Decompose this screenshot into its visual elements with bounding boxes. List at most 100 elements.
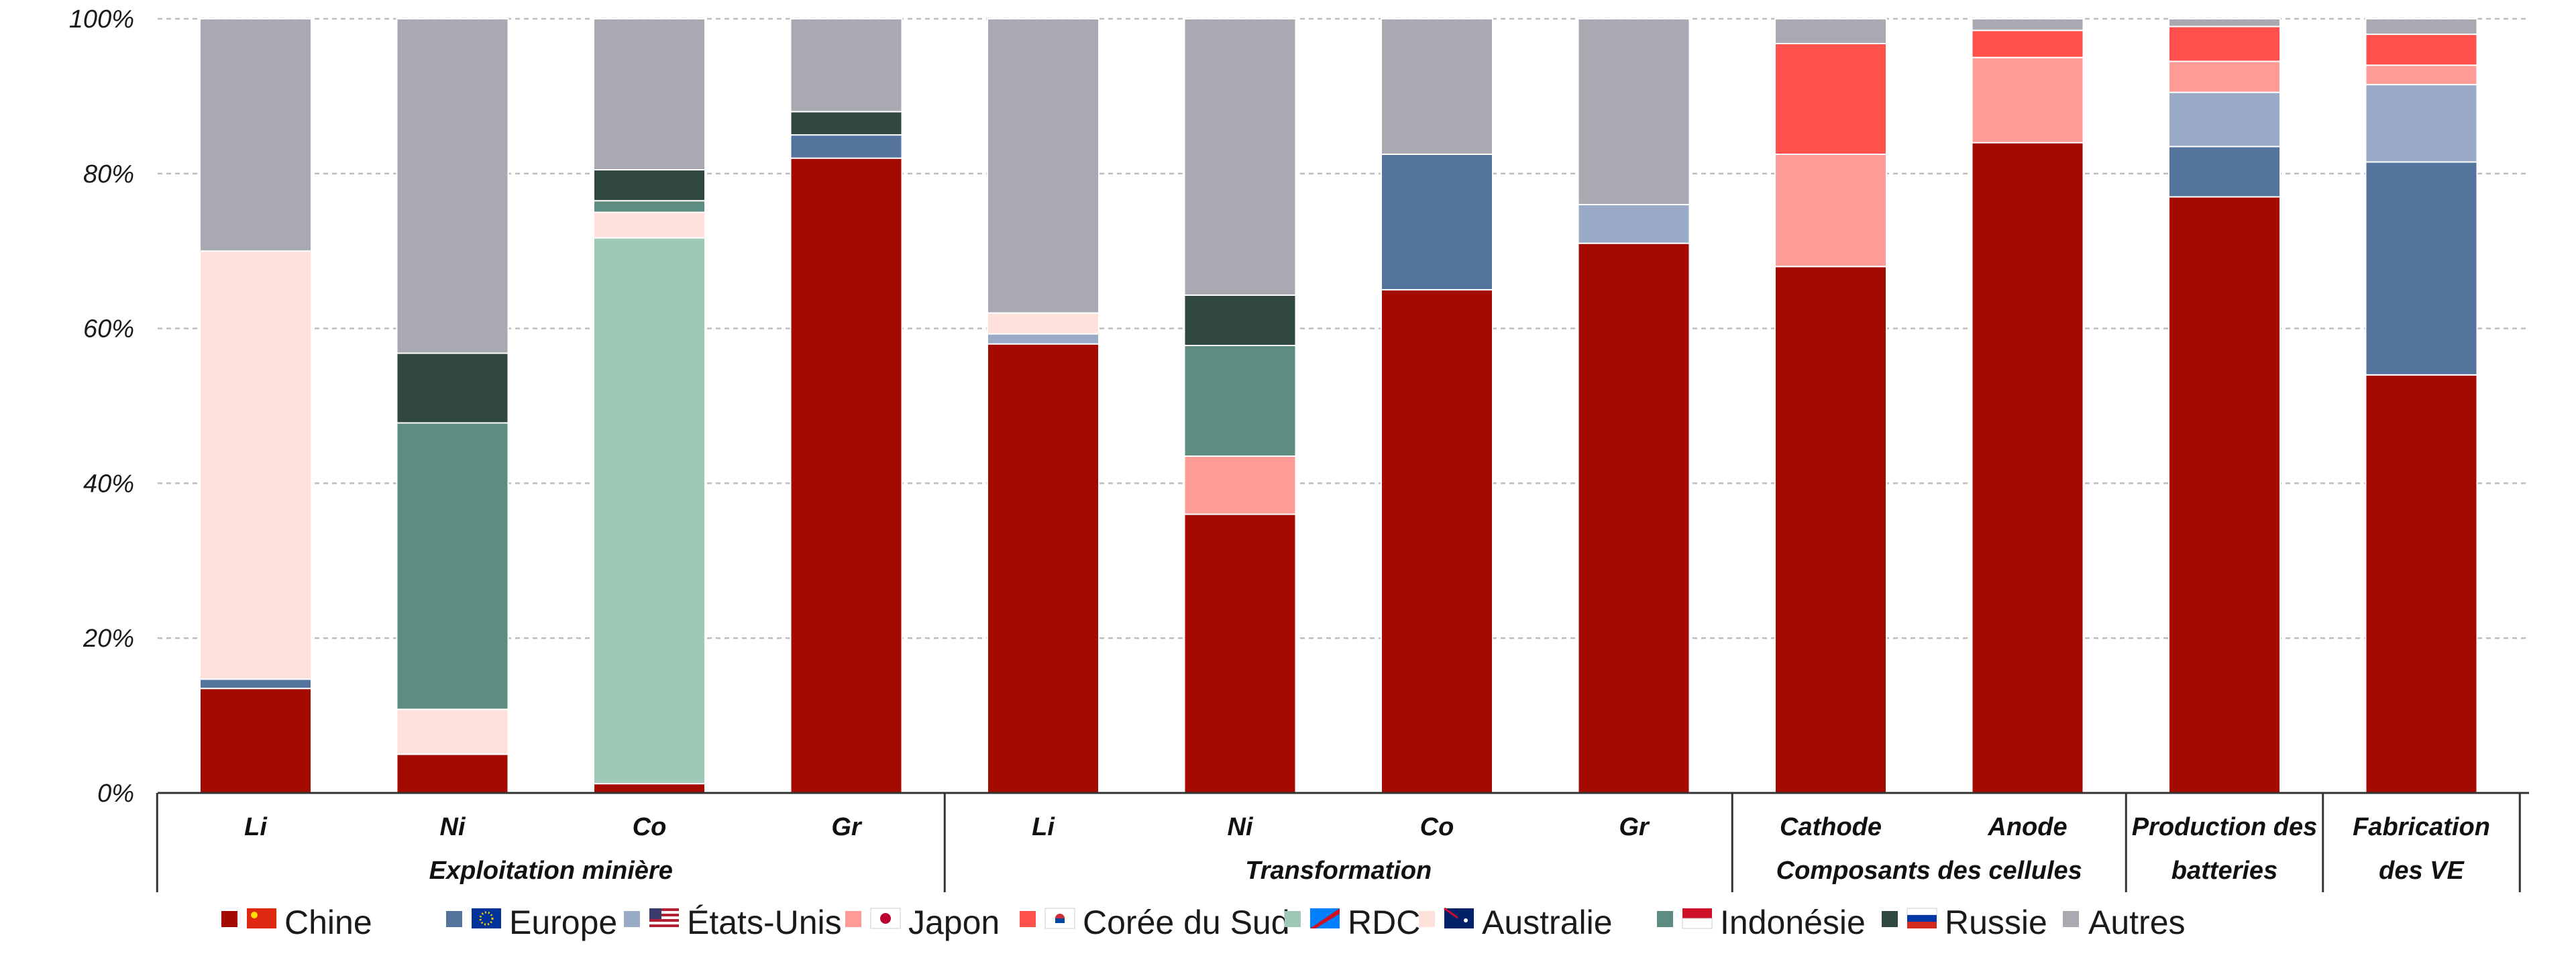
legend-item: Indonésie [1657,904,1866,941]
bar-segment [1774,266,1887,794]
legend-label: Japon [908,904,1000,941]
bar-segment [199,250,312,680]
legend-label: Europe [509,904,617,941]
bar-segment [593,237,706,785]
bar-stack [1381,18,1493,794]
legend-item: Corée du Sud [1020,904,1290,941]
bar-segment [593,200,706,213]
category-label: Gr [831,813,863,841]
bar-segment [396,352,509,424]
bar-segment [2365,18,2478,36]
legend-item: Autres [2063,904,2186,941]
bar-segment [1381,18,1493,155]
bar-segment [2365,161,2478,376]
legend-label: États-Unis [687,904,842,941]
bar-segment [199,18,312,252]
bar-segment [199,678,312,690]
bar-segment [790,157,903,794]
bar-segment [396,753,509,794]
bar-segment [1183,456,1297,515]
legend-swatch [1419,911,1435,927]
bar-segment [1183,18,1297,296]
bar-segment [396,422,509,710]
category-label: Gr [1619,813,1650,841]
bar-segment [790,18,903,113]
legend-label: Russie [1945,904,2047,941]
bar-segment [1971,56,2084,144]
legend-label: Chine [284,904,372,941]
bar-segment [1774,18,1887,44]
indonesia-flag-white [1682,918,1713,929]
indonesia-flag-icon [1682,908,1712,918]
bar-stack [199,18,312,794]
bar-stack [987,18,1099,794]
bar-segment [790,134,903,159]
bar-segment [790,111,903,136]
bar-stack [1577,18,1690,794]
group-label: batteries [2171,857,2277,885]
legend-label: Australie [1482,904,1613,941]
bars [199,18,2478,794]
drc-flag-stripe [1310,908,1340,928]
bar-segment [593,169,706,202]
bar-segment [1971,142,2084,794]
bar-segment [1183,513,1297,794]
legend-item: Australie [1419,904,1613,941]
korea-flag-taeguk-blue [1055,918,1065,923]
legend-item: RDC [1285,904,1420,941]
bar-segment [2168,25,2281,62]
gridlines [158,17,2529,639]
y-tick-label: 40% [83,470,134,498]
legend-label: RDC [1348,904,1420,941]
category-label: Ni [1228,813,1254,841]
legend-swatch [1285,911,1301,927]
bar-stack [2365,18,2478,794]
bar-segment [2365,34,2478,66]
y-tick-label: 100% [69,5,134,34]
usa-flag-stripe [649,924,679,927]
category-label: Li [1032,813,1055,841]
category-label: Cathode [1780,813,1882,841]
bar-segment [2365,84,2478,163]
category-label: Li [244,813,268,841]
usa-flag-stripe [649,908,679,911]
legend-label: Indonésie [1720,904,1866,941]
russia-flag-icon [1907,908,1937,916]
y-tick-label: 20% [83,625,134,653]
legend-swatch [1657,911,1673,927]
bar-segment [2168,196,2281,794]
bar-segment [593,18,706,171]
legend-swatch [446,911,462,927]
bar-segment [396,708,509,755]
bar-segment [1381,153,1493,290]
y-tick-label: 60% [83,315,134,343]
bar-stack [396,18,509,794]
bar-segment [396,18,509,354]
bar-segment [199,688,312,794]
bar-stack [1183,18,1297,794]
legend-item: Chine [221,904,372,941]
bar-segment [1577,242,1690,794]
bar-segment [1774,153,1887,268]
australia-flag-cross [1444,907,1458,919]
category-label: Co [633,813,667,841]
legend-item: Japon [845,904,1000,941]
usa-flag-stripe [649,919,679,922]
bar-segment [987,343,1099,794]
bar-segment [2168,60,2281,93]
category-label: Ni [440,813,466,841]
bar-segment [1381,288,1493,794]
category-label: Co [1420,813,1454,841]
legend-swatch [2063,911,2079,927]
japan-flag-disc [880,913,891,924]
bar-segment [2365,64,2478,86]
bar-segment [2168,146,2281,198]
eu-flag-icon [472,908,501,928]
legend-swatch [624,911,640,927]
legend-item: Europe [446,904,617,941]
bar-segment [987,18,1099,314]
china-flag-star [251,912,258,918]
bar-segment [593,783,706,794]
